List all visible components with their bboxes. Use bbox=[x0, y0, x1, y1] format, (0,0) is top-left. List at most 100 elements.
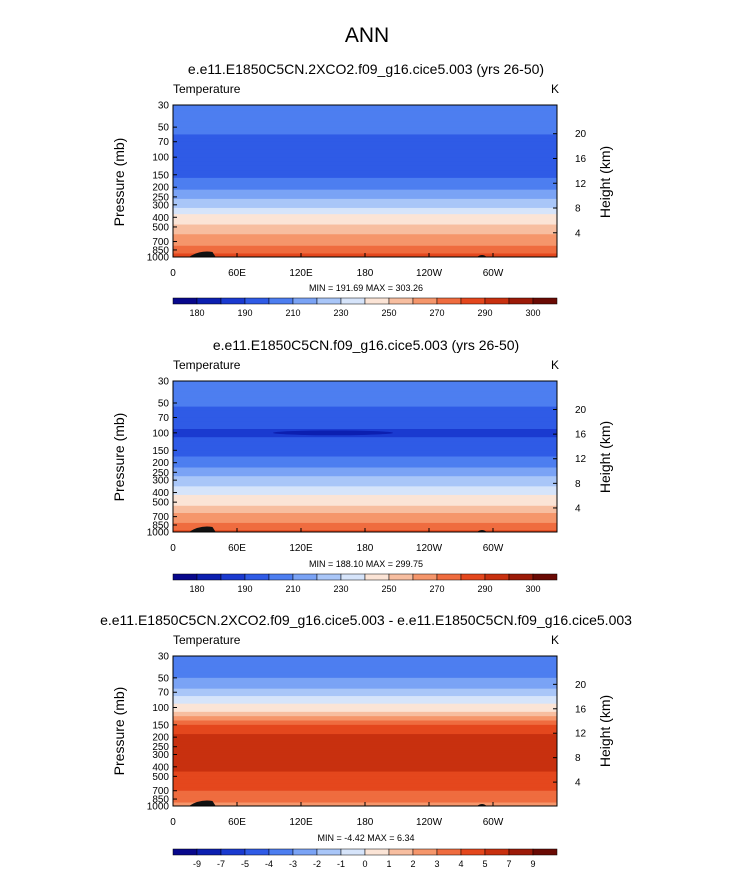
min-max-stats: MIN = 191.69 MAX = 303.26 bbox=[309, 283, 423, 293]
pressure-tick-label: 1000 bbox=[147, 802, 170, 813]
contour-band bbox=[173, 410, 557, 415]
contour-band bbox=[173, 773, 557, 777]
pressure-tick-label: 150 bbox=[152, 170, 169, 181]
contour-band bbox=[173, 513, 557, 518]
height-tick-label: 20 bbox=[575, 129, 587, 140]
contour-band bbox=[173, 757, 557, 762]
contour-band bbox=[173, 177, 557, 182]
colorbar-swatch bbox=[292, 848, 318, 856]
contour-band bbox=[173, 499, 557, 503]
contour-band bbox=[173, 794, 557, 798]
colorbar-swatch bbox=[292, 573, 318, 581]
colorbar-swatch bbox=[388, 297, 414, 305]
pressure-tick-label: 70 bbox=[158, 137, 170, 148]
colorbar-label: 290 bbox=[477, 584, 492, 594]
lon-tick-label: 180 bbox=[357, 817, 374, 828]
contour-band bbox=[173, 796, 557, 800]
contour-band bbox=[173, 746, 557, 750]
contour-band bbox=[173, 509, 557, 514]
lon-tick-label: 60W bbox=[483, 817, 504, 828]
height-tick-label: 12 bbox=[575, 179, 587, 190]
contour-band bbox=[173, 249, 557, 253]
contour-band bbox=[173, 141, 557, 147]
height-tick-label: 12 bbox=[575, 729, 587, 740]
colorbar-label: 2 bbox=[410, 859, 415, 869]
panel-title: e.e11.E1850C5CN.2XCO2.f09_g16.cice5.003 … bbox=[188, 61, 544, 77]
contour-band bbox=[173, 214, 557, 218]
lon-tick-label: 180 bbox=[357, 268, 374, 279]
contour-band bbox=[173, 462, 557, 466]
contour-band bbox=[173, 381, 557, 387]
contour-band bbox=[173, 480, 557, 484]
contour-band bbox=[173, 769, 557, 773]
contour-band bbox=[173, 145, 557, 150]
contour-band bbox=[173, 116, 557, 123]
contour-band bbox=[173, 445, 557, 451]
pressure-tick-label: 100 bbox=[152, 703, 169, 714]
colorbar-swatch bbox=[532, 297, 558, 305]
pressure-tick-label: 1000 bbox=[147, 253, 170, 264]
field-label: Temperature bbox=[173, 82, 241, 96]
colorbar-label: 190 bbox=[237, 308, 252, 318]
height-tick-label: 8 bbox=[575, 204, 581, 215]
colorbar-label: 3 bbox=[434, 859, 439, 869]
colorbar-swatch bbox=[532, 573, 558, 581]
lon-tick-label: 180 bbox=[357, 543, 374, 554]
height-axis-label: Height (km) bbox=[597, 421, 613, 493]
contour-band bbox=[173, 799, 557, 802]
colorbar-label: 300 bbox=[525, 584, 540, 594]
pressure-tick-label: 30 bbox=[158, 101, 170, 112]
contour-band bbox=[173, 234, 557, 239]
colorbar-swatch bbox=[340, 297, 366, 305]
colorbar-swatch bbox=[412, 573, 438, 581]
colorbar-label: 270 bbox=[429, 584, 444, 594]
height-tick-label: 16 bbox=[575, 154, 587, 165]
colorbar-label: 180 bbox=[189, 584, 204, 594]
colorbar-swatch bbox=[484, 573, 510, 581]
lon-tick-label: 120W bbox=[416, 268, 443, 279]
colorbar-swatch bbox=[340, 848, 366, 856]
colorbar-swatch bbox=[460, 297, 486, 305]
contour-band bbox=[173, 456, 557, 461]
contour-band bbox=[173, 703, 557, 709]
colorbar-label: -2 bbox=[313, 859, 321, 869]
pressure-axis-label: Pressure (mb) bbox=[111, 413, 127, 502]
pressure-tick-label: 70 bbox=[158, 413, 170, 424]
contour-band bbox=[173, 469, 557, 473]
colorbar-swatch bbox=[316, 848, 342, 856]
pressure-tick-label: 700 bbox=[152, 512, 169, 523]
contour-band bbox=[173, 737, 557, 741]
height-tick-label: 20 bbox=[575, 680, 587, 691]
pressure-tick-label: 700 bbox=[152, 786, 169, 797]
colorbar-label: -9 bbox=[193, 859, 201, 869]
pressure-tick-label: 500 bbox=[152, 498, 169, 509]
colorbar-label: -5 bbox=[241, 859, 249, 869]
colorbar-swatch bbox=[412, 297, 438, 305]
pressure-tick-label: 700 bbox=[152, 237, 169, 248]
colorbar-swatch bbox=[268, 848, 294, 856]
colorbar-swatch bbox=[172, 848, 198, 856]
contour-band bbox=[173, 486, 557, 490]
pressure-tick-label: 50 bbox=[158, 673, 170, 684]
colorbar-label: 1 bbox=[386, 859, 391, 869]
lon-tick-label: 120E bbox=[289, 817, 313, 828]
topography-mask bbox=[189, 800, 216, 806]
colorbar-label: -4 bbox=[265, 859, 273, 869]
pressure-tick-label: 250 bbox=[152, 742, 169, 753]
contour-band bbox=[173, 779, 557, 785]
colorbar-swatch bbox=[196, 297, 222, 305]
height-tick-label: 16 bbox=[575, 704, 587, 715]
contour-band bbox=[173, 153, 557, 158]
contour-band bbox=[173, 149, 557, 154]
colorbar-swatch bbox=[220, 573, 246, 581]
contour-band bbox=[173, 720, 557, 726]
pressure-tick-label: 850 bbox=[152, 521, 169, 532]
contour-bands bbox=[173, 381, 557, 533]
contour-band bbox=[173, 771, 557, 775]
contour-band bbox=[173, 792, 557, 796]
page-title: ANN bbox=[345, 24, 389, 47]
contour-band bbox=[173, 441, 557, 447]
colorbar-label: 230 bbox=[333, 584, 348, 594]
height-tick-label: 4 bbox=[575, 503, 581, 514]
colorbar-swatch bbox=[364, 297, 390, 305]
